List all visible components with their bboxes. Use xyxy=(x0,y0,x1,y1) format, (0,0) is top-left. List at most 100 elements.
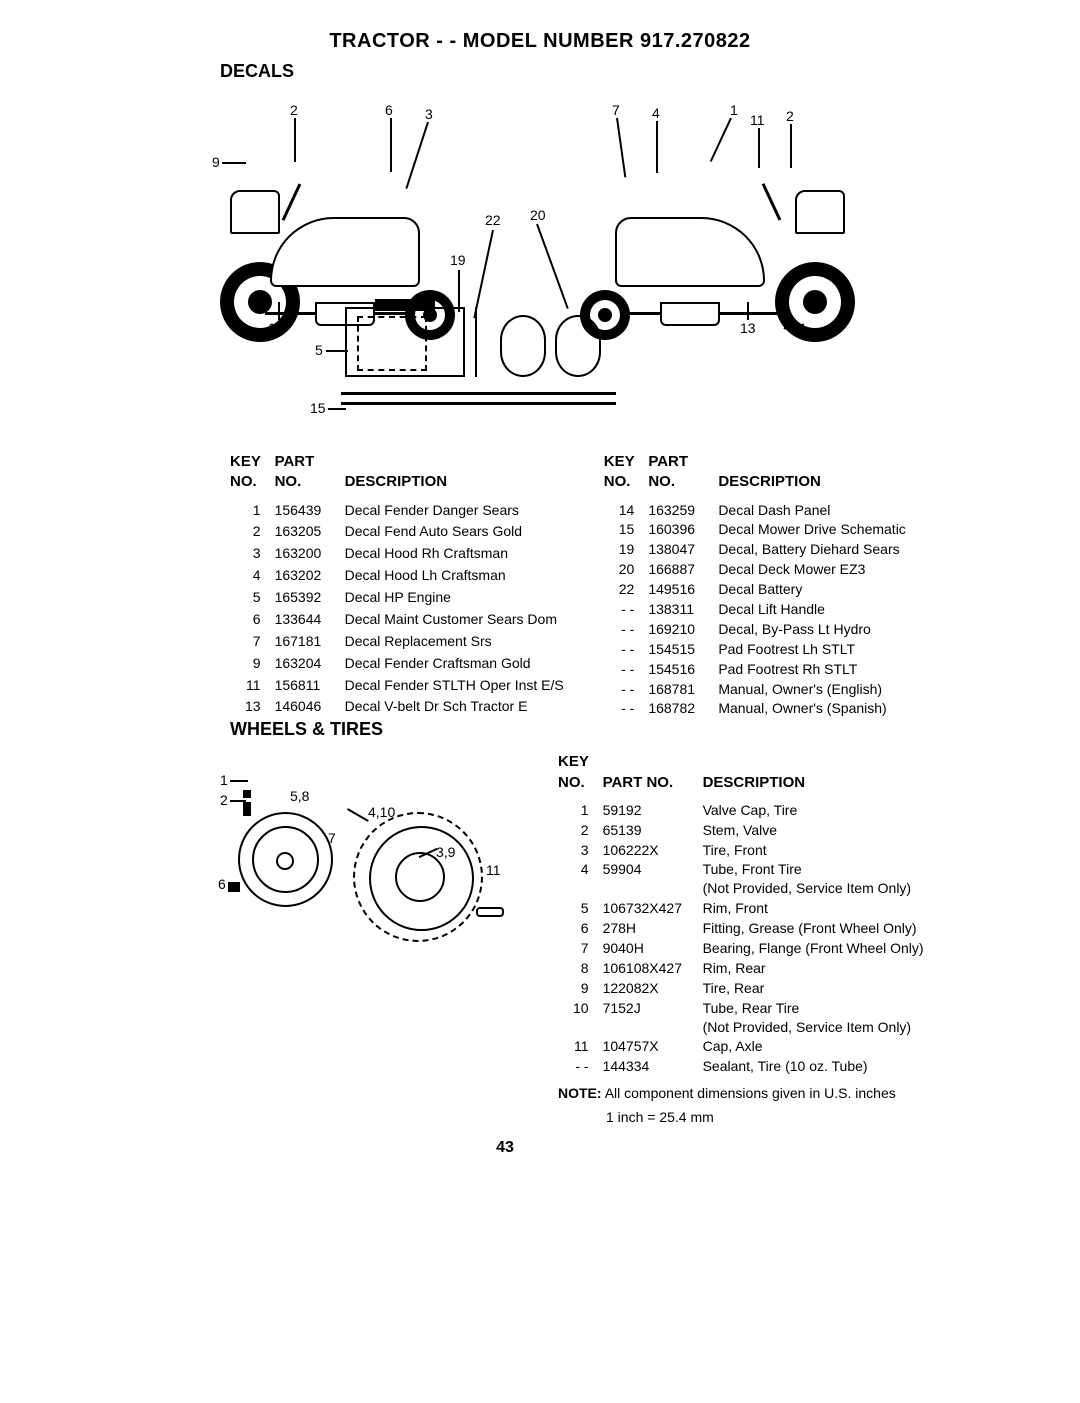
cell-part: 65139 xyxy=(603,821,703,841)
cell-desc: Manual, Owner's (Spanish) xyxy=(718,699,928,719)
table-row: 4163202Decal Hood Lh Craftsman xyxy=(230,566,574,588)
leader-line xyxy=(710,118,732,162)
leader-line xyxy=(405,122,429,189)
cell-key: - - xyxy=(604,620,649,640)
table-row: 6278HFitting, Grease (Front Wheel Only) xyxy=(558,919,934,939)
cell-part: 160396 xyxy=(648,520,718,540)
cell-part: 168782 xyxy=(648,699,718,719)
cell-key: 19 xyxy=(604,540,649,560)
cell-desc: Stem, Valve xyxy=(703,821,934,841)
leader-line xyxy=(536,224,569,309)
cell-desc: Fitting, Grease (Front Wheel Only) xyxy=(703,919,934,939)
cell-desc: Decal Maint Customer Sears Dom xyxy=(345,610,574,632)
cell-desc: Decal, Battery Diehard Sears xyxy=(718,540,928,560)
table-row: 459904Tube, Front Tire(Not Provided, Ser… xyxy=(558,860,934,899)
decals-table-left: KEY NO. PART NO. DESCRIPTION 1156439Deca… xyxy=(230,452,574,719)
cell-key: 3 xyxy=(230,544,275,566)
cell-key: 1 xyxy=(558,801,603,821)
cell-desc: Decal Fender Danger Sears xyxy=(345,501,574,523)
decals-tables: KEY NO. PART NO. DESCRIPTION 1156439Deca… xyxy=(230,452,980,719)
cell-desc: Decal Hood Lh Craftsman xyxy=(345,566,574,588)
cell-desc: Decal Battery xyxy=(718,580,928,600)
note-line: NOTE: All component dimensions given in … xyxy=(558,1085,934,1101)
callout-number: 5,8 xyxy=(290,788,309,804)
cell-part: 122082X xyxy=(603,979,703,999)
cell-key: - - xyxy=(604,660,649,680)
cell-key: 11 xyxy=(558,1037,603,1057)
table-row: 11104757XCap, Axle xyxy=(558,1037,934,1057)
cylinder-shape xyxy=(555,315,601,377)
callout-number: 11 xyxy=(486,862,501,878)
cell-part: 106108X427 xyxy=(603,959,703,979)
cell-part: 7152J xyxy=(603,999,703,1038)
table-row: - -138311Decal Lift Handle xyxy=(604,600,929,620)
callout-number: 14 xyxy=(268,320,284,336)
cell-key: 20 xyxy=(604,560,649,580)
table-row: 11156811Decal Fender STLTH Oper Inst E/S xyxy=(230,676,574,698)
table-row: 5106732X427Rim, Front xyxy=(558,899,934,919)
cell-part: 59904 xyxy=(603,860,703,899)
table-row: 8106108X427Rim, Rear xyxy=(558,959,934,979)
cell-key: - - xyxy=(558,1057,603,1077)
leader-line xyxy=(473,230,494,318)
leader-line xyxy=(328,408,346,410)
wheels-table: KEY NO. PART NO. DESCRIPTION 159192Valve… xyxy=(558,752,934,1077)
cell-desc: Decal Fender STLTH Oper Inst E/S xyxy=(345,676,574,698)
callout-number: 1 xyxy=(730,102,738,118)
decal-panel-group xyxy=(345,307,625,437)
cell-key: - - xyxy=(604,640,649,660)
cell-key: 13 xyxy=(230,697,275,719)
panel-dashed xyxy=(357,316,427,371)
wheels-table-wrap: KEY NO. PART NO. DESCRIPTION 159192Valve… xyxy=(558,752,934,1125)
seat-shape xyxy=(230,190,280,234)
steering-line xyxy=(282,183,301,220)
callout-number: 15 xyxy=(310,400,326,416)
wheels-diagram: 1 2 5,8 4,10 7 3,9 6 11 xyxy=(218,752,518,962)
cell-part: 163259 xyxy=(648,501,718,521)
cell-key: 2 xyxy=(558,821,603,841)
cell-key: - - xyxy=(604,600,649,620)
table-row: - -168782Manual, Owner's (Spanish) xyxy=(604,699,929,719)
cell-key: 5 xyxy=(558,899,603,919)
table-row: 5165392Decal HP Engine xyxy=(230,588,574,610)
cell-key: 3 xyxy=(558,841,603,861)
th-desc: DESCRIPTION xyxy=(718,452,928,501)
table-row: 2163205Decal Fend Auto Sears Gold xyxy=(230,522,574,544)
cell-part: 165392 xyxy=(275,588,345,610)
cell-desc: Decal HP Engine xyxy=(345,588,574,610)
callout-number: 7 xyxy=(612,102,620,118)
cell-key: - - xyxy=(604,680,649,700)
leader-line xyxy=(228,884,238,886)
table-row: 19138047Decal, Battery Diehard Sears xyxy=(604,540,929,560)
leader-line xyxy=(278,302,280,320)
cell-part: 163204 xyxy=(275,654,345,676)
cell-desc: Manual, Owner's (English) xyxy=(718,680,928,700)
panel-baseline xyxy=(341,392,616,395)
leader-line xyxy=(616,118,626,178)
table-row: 1156439Decal Fender Danger Sears xyxy=(230,501,574,523)
cell-key: 15 xyxy=(604,520,649,540)
table-row: 15160396Decal Mower Drive Schematic xyxy=(604,520,929,540)
table-row: 107152JTube, Rear Tire(Not Provided, Ser… xyxy=(558,999,934,1038)
cell-part: 163205 xyxy=(275,522,345,544)
leader-line xyxy=(390,118,392,172)
cell-part: 163202 xyxy=(275,566,345,588)
table-row: - -154515Pad Footrest Lh STLT xyxy=(604,640,929,660)
cell-desc: Decal, By-Pass Lt Hydro xyxy=(718,620,928,640)
wheel-icon xyxy=(775,262,855,342)
callout-number: 2 xyxy=(220,792,228,808)
panel-baseline xyxy=(341,402,616,405)
cell-part: 144334 xyxy=(603,1057,703,1077)
cell-desc: Decal Fend Auto Sears Gold xyxy=(345,522,574,544)
th-key: KEY NO. xyxy=(230,452,275,501)
decals-table-right: KEY NO. PART NO. DESCRIPTION 14163259Dec… xyxy=(604,452,929,719)
cell-key: 4 xyxy=(558,860,603,899)
callout-number: 5 xyxy=(315,342,323,358)
th-key: KEY NO. xyxy=(604,452,649,501)
table-row: 6133644Decal Maint Customer Sears Dom xyxy=(230,610,574,632)
valve-cap-shape xyxy=(243,790,251,798)
table-row: 9163204Decal Fender Craftsman Gold xyxy=(230,654,574,676)
callout-number: 2 xyxy=(290,102,298,118)
cell-desc: Rim, Rear xyxy=(703,959,934,979)
cell-desc: Tire, Rear xyxy=(703,979,934,999)
